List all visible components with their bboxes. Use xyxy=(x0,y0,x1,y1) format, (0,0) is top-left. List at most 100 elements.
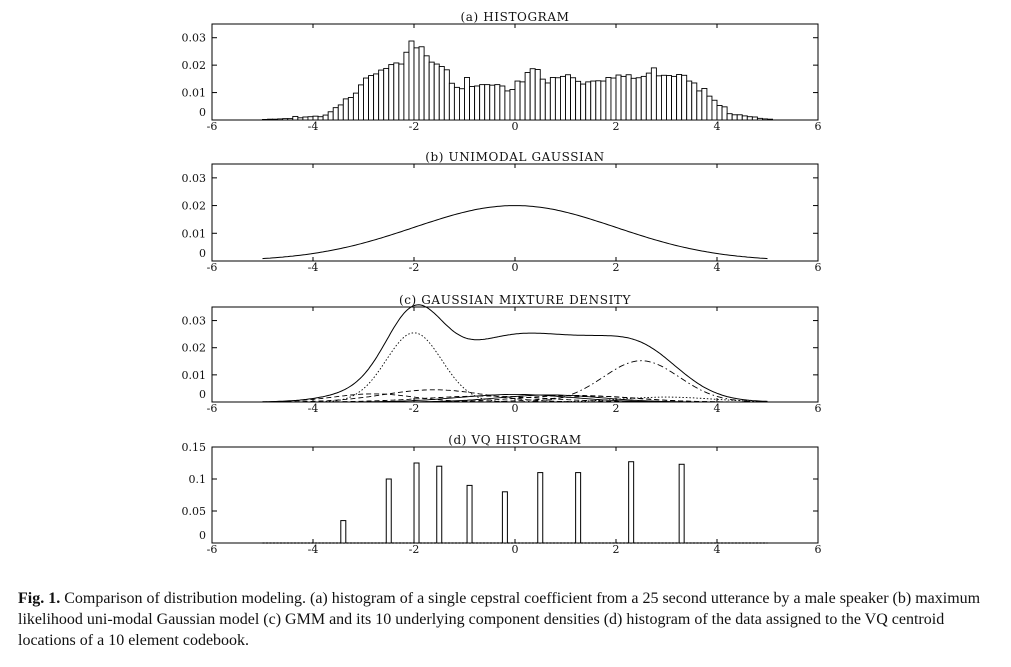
plot-frame xyxy=(211,446,819,544)
histogram-bar xyxy=(519,81,526,121)
histogram-bar xyxy=(342,98,349,121)
y-tick-label: 0 xyxy=(199,106,206,119)
histogram-bar xyxy=(701,88,708,121)
histogram-bar xyxy=(509,89,516,121)
x-tick-label: -6 xyxy=(207,120,218,133)
histogram-bar xyxy=(711,99,718,121)
x-tick-label: 4 xyxy=(714,261,721,274)
figure-caption: Fig. 1. Comparison of distribution model… xyxy=(18,588,1003,651)
x-tick-label: -2 xyxy=(409,543,420,556)
histogram-bar xyxy=(706,95,713,121)
histogram-bar xyxy=(575,80,582,121)
histogram-bar xyxy=(691,82,698,121)
vq-bar xyxy=(575,472,582,544)
histogram-bar xyxy=(332,107,339,121)
component-density xyxy=(262,360,768,403)
x-tick-label: 2 xyxy=(613,543,620,556)
panel-title: (c) GAUSSIAN MIXTURE DENSITY xyxy=(399,293,632,307)
histogram-bar xyxy=(716,105,723,121)
histogram-bar xyxy=(640,75,647,121)
vq-bar xyxy=(501,491,508,544)
histogram-bar xyxy=(539,78,546,121)
x-tick-label: 2 xyxy=(613,261,620,274)
histogram-bar xyxy=(580,83,587,121)
y-tick-label: 0 xyxy=(199,529,206,542)
histogram-bar xyxy=(544,82,551,121)
histogram-bar xyxy=(590,80,597,121)
histogram-bar xyxy=(352,92,359,121)
x-tick-label: 6 xyxy=(815,120,822,133)
plot-frame xyxy=(211,306,819,403)
histogram-bar xyxy=(731,114,738,121)
histogram-bar xyxy=(484,84,491,121)
component-density xyxy=(262,396,768,403)
histogram-bar xyxy=(262,119,268,121)
histogram-bar xyxy=(524,72,531,121)
histogram-bar xyxy=(312,115,319,121)
histogram-bar xyxy=(408,40,415,121)
histogram-bar xyxy=(322,114,329,121)
histogram-bar xyxy=(428,61,435,121)
histogram-bar xyxy=(635,77,642,121)
histogram-bar xyxy=(453,86,460,121)
panel-gaussian-mixture: (c) GAUSSIAN MIXTURE DENSITY -6 -4 -2 0 2 4 6 0 0… xyxy=(182,293,822,415)
vq-bar xyxy=(436,465,443,544)
x-tick-label: 0 xyxy=(512,543,519,556)
y-tick-label: 0.02 xyxy=(182,200,207,213)
x-tick-label: -4 xyxy=(308,402,319,415)
x-tick-label: 0 xyxy=(512,402,519,415)
mixture-density xyxy=(262,304,768,403)
histogram-bar xyxy=(489,84,496,121)
histogram-bar xyxy=(272,118,279,121)
gaussian-curve xyxy=(262,205,768,260)
histogram-bar xyxy=(287,118,294,121)
vq-bar xyxy=(466,484,473,544)
vq-bar xyxy=(340,520,347,544)
x-tick-label: -6 xyxy=(207,261,218,274)
histogram-bar xyxy=(514,80,521,121)
histogram-bar xyxy=(403,51,410,121)
histogram-bar xyxy=(464,77,471,121)
x-tick-label: 6 xyxy=(815,402,822,415)
histogram-bar xyxy=(443,69,450,121)
component-density xyxy=(262,332,768,403)
y-tick-label: 0 xyxy=(199,247,206,260)
x-tick-label: -4 xyxy=(308,120,319,133)
histogram-bar xyxy=(666,75,672,121)
x-tick-label: 4 xyxy=(714,543,721,556)
histogram-bar xyxy=(469,86,476,121)
histogram-bar xyxy=(565,74,571,121)
caption-label: Fig. 1. xyxy=(18,590,61,607)
y-tick-label: 0.01 xyxy=(182,369,207,382)
histogram-bar xyxy=(378,69,385,121)
histogram-bar xyxy=(605,77,612,121)
vq-bar xyxy=(537,472,544,544)
histogram-bar xyxy=(736,114,743,121)
histogram-bar xyxy=(671,75,678,121)
histogram-bar xyxy=(600,80,607,121)
figure: (a) HISTOGRAM -6 -4 -2 0 2 4 6 0 0.01 0.02 0.03 (b)… xyxy=(182,10,822,556)
histogram-bar xyxy=(650,67,657,121)
x-tick-label: -2 xyxy=(409,402,420,415)
y-tick-label: 0.05 xyxy=(182,505,207,518)
histogram-bar xyxy=(459,88,465,121)
histogram-bar xyxy=(373,73,380,121)
histogram-bar xyxy=(645,72,652,121)
y-tick-label: 0.15 xyxy=(182,441,207,454)
histogram-bar xyxy=(479,84,486,121)
histogram-bar xyxy=(610,77,617,121)
x-tick-label: 2 xyxy=(613,120,620,133)
histogram-bar xyxy=(494,84,501,121)
histogram-bar xyxy=(433,63,440,121)
y-tick-label: 0.01 xyxy=(182,87,207,100)
histogram-bar xyxy=(327,111,334,121)
vq-bar xyxy=(628,461,635,544)
x-tick-label: -6 xyxy=(207,402,218,415)
histogram-bar xyxy=(504,90,511,121)
component-density xyxy=(262,389,768,403)
vq-bar xyxy=(678,463,685,544)
y-tick-label: 0.03 xyxy=(182,172,207,185)
histogram-bar xyxy=(292,115,299,121)
histogram-bar xyxy=(499,85,506,121)
histogram-bar xyxy=(630,77,637,121)
